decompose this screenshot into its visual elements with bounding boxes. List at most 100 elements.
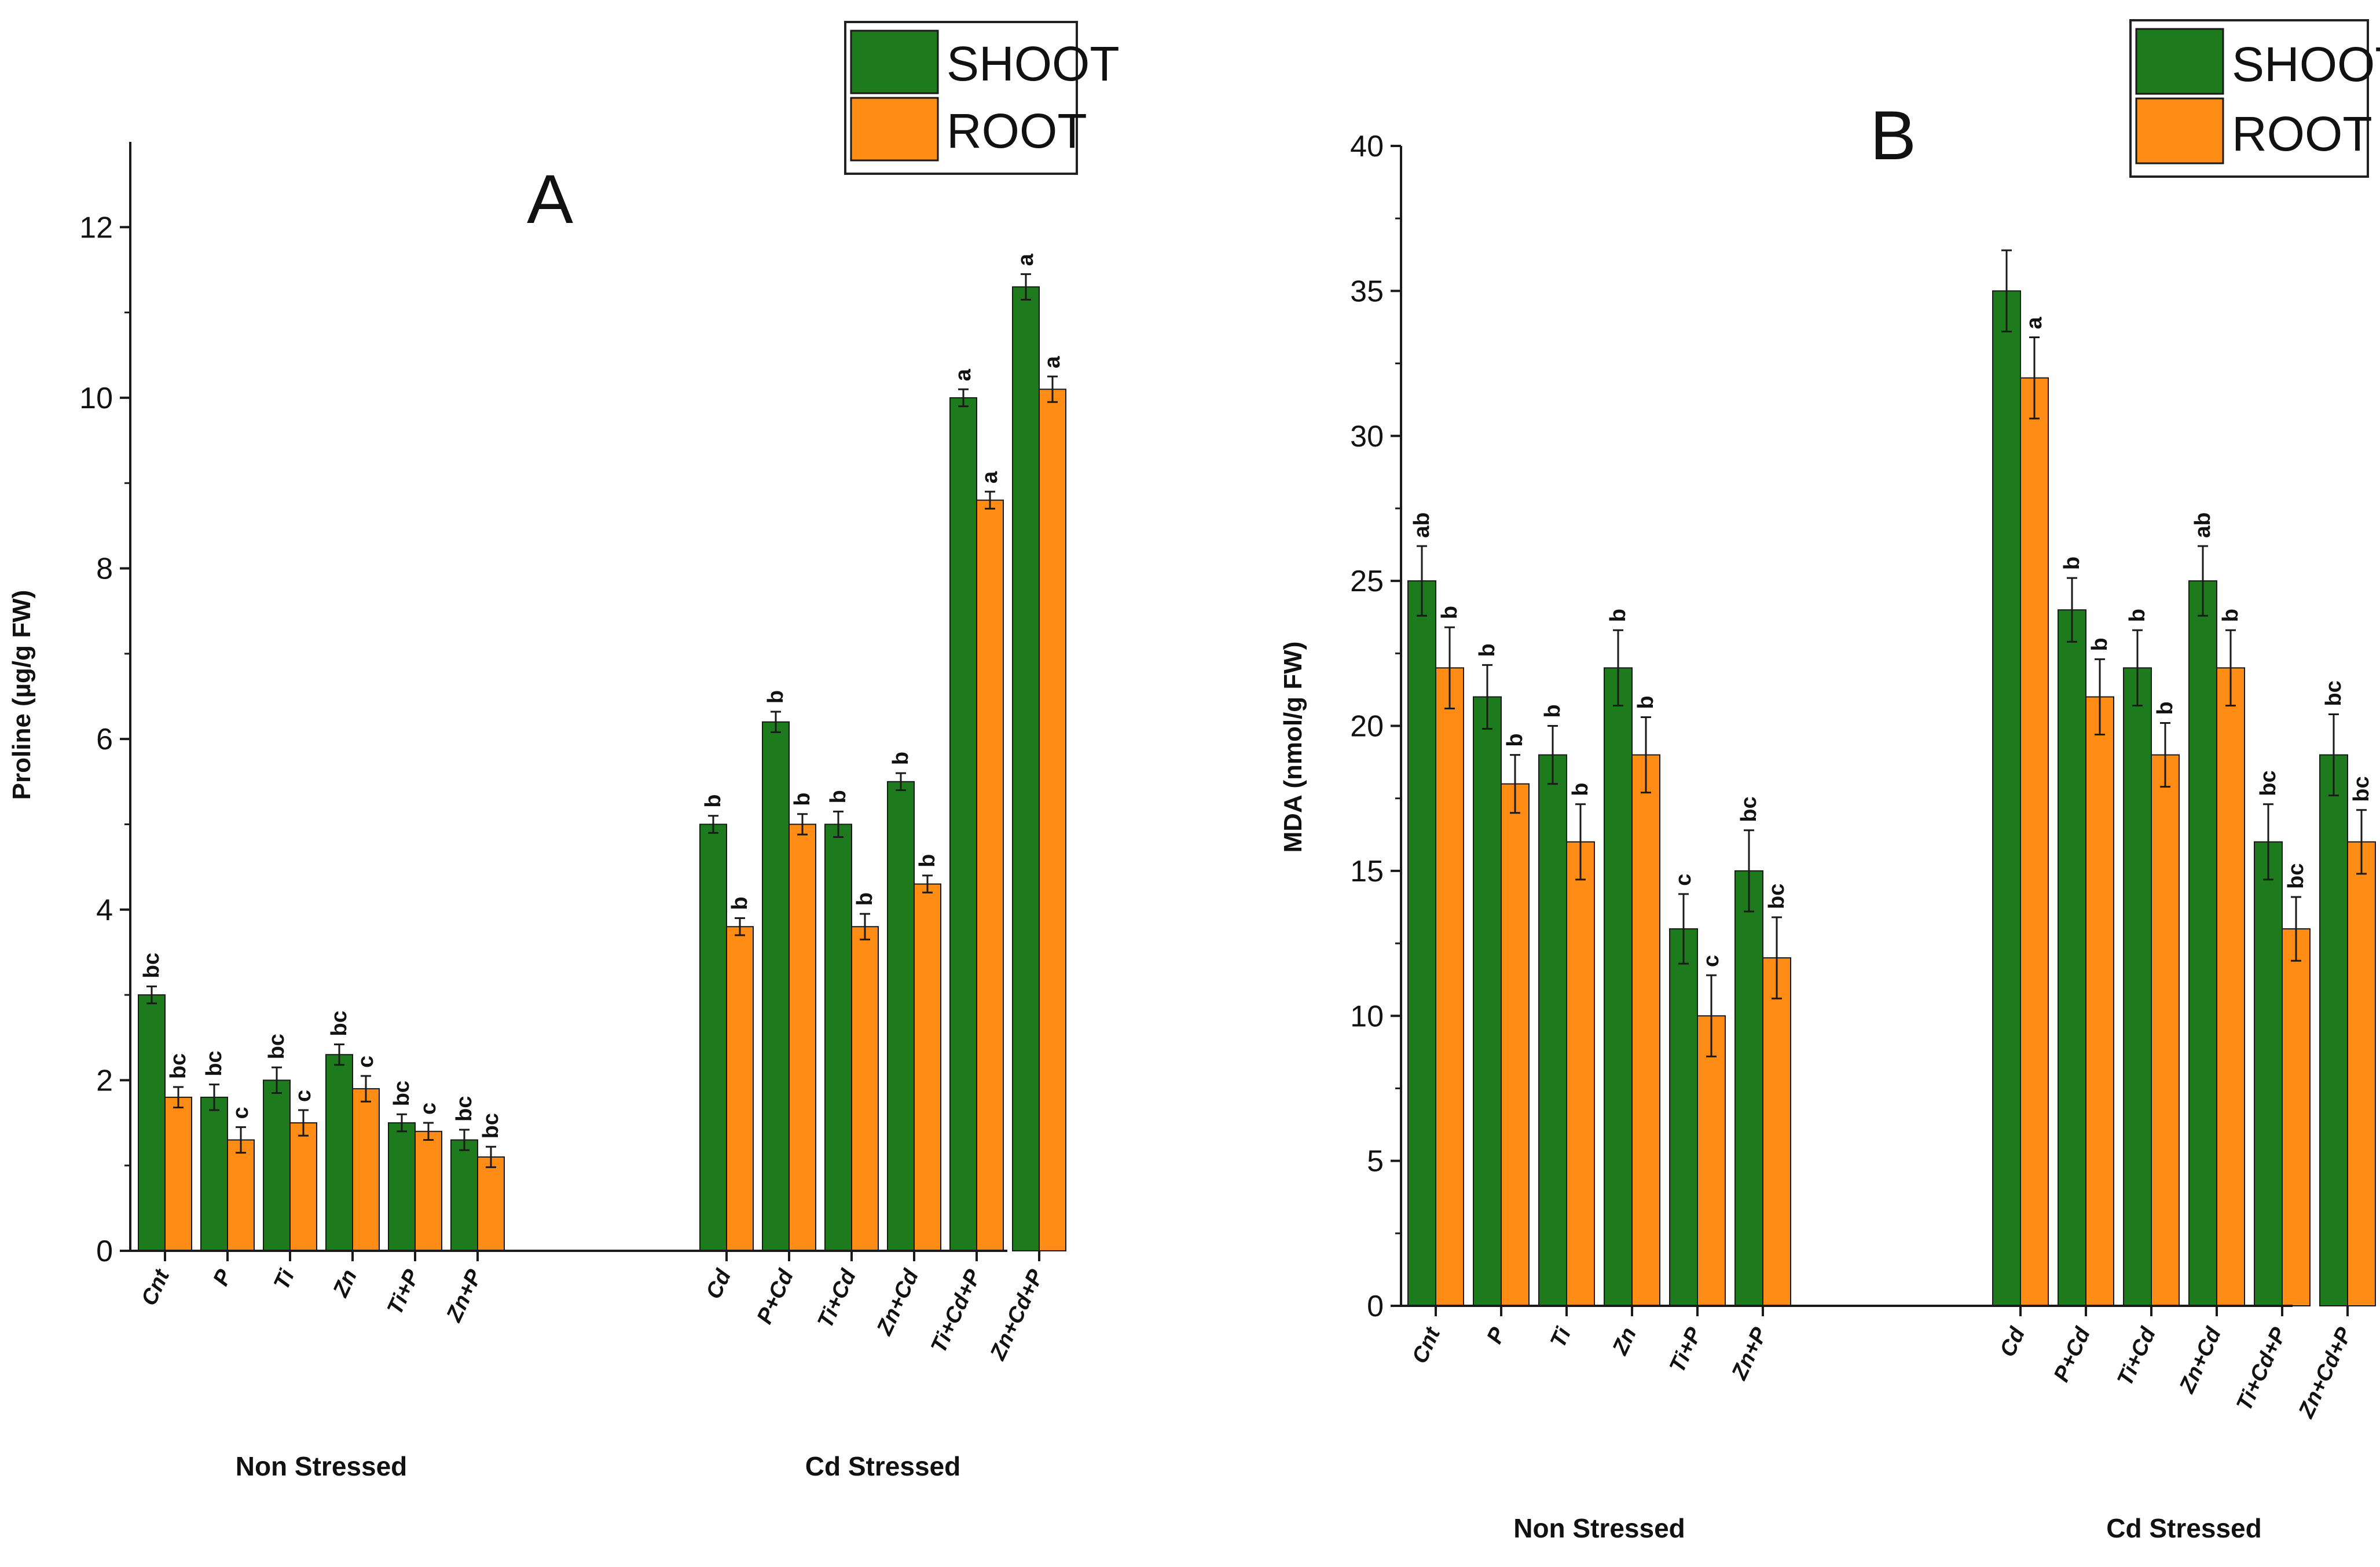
significance-letter: bc — [2349, 776, 2374, 801]
bar-shoot-ti — [263, 1079, 291, 1252]
significance-letter: b — [2125, 609, 2150, 622]
significance-letter: c — [1699, 955, 1723, 967]
bar-root-ti-cd-p — [976, 499, 1004, 1252]
significance-letter: b — [764, 690, 788, 704]
legend-swatch-root — [850, 97, 939, 162]
y-tick-label: 0 — [96, 1235, 113, 1268]
bar-shoot-zn-cd-p — [2319, 754, 2348, 1306]
significance-letter: bc — [1765, 884, 1789, 909]
x-tick-label: Zn — [328, 1266, 362, 1301]
x-tick-label: P+Cd — [753, 1265, 799, 1327]
significance-letter: bc — [2322, 680, 2346, 706]
bar-root-ti-cd — [851, 926, 879, 1251]
x-tick-label: Zn+P — [442, 1265, 487, 1326]
bar-root-cnt — [1435, 667, 1464, 1306]
significance-letter: b — [1437, 606, 1462, 619]
bar-root-zn-cd-p — [1039, 389, 1066, 1252]
significance-letter: bc — [202, 1050, 226, 1076]
bar-shoot-cd — [699, 823, 727, 1251]
bar-shoot-ti-cd — [2123, 667, 2152, 1306]
x-tick-label: Ti+Cd+P — [926, 1265, 986, 1356]
significance-letter: b — [1503, 733, 1527, 746]
bar-shoot-cnt — [138, 994, 166, 1251]
y-tick-label: 0 — [1367, 1290, 1384, 1323]
significance-letter: bc — [327, 1011, 351, 1036]
y-tick-label: 10 — [79, 382, 113, 415]
significance-letter: bc — [452, 1096, 476, 1121]
significance-letter: b — [2088, 638, 2112, 651]
bar-root-ti — [289, 1122, 317, 1251]
bar-shoot-zn-cd — [2188, 580, 2217, 1306]
x-tick-label: Cd — [1996, 1323, 2030, 1360]
significance-letter: c — [354, 1056, 378, 1068]
significance-letter: a — [978, 471, 1002, 484]
group-label-cd-stressed: Cd Stressed — [2106, 1513, 2261, 1543]
significance-letter: b — [701, 795, 725, 808]
bar-root-ti-cd-p — [2282, 928, 2311, 1306]
bar-root-ti-p — [1697, 1015, 1726, 1306]
bar-shoot-ti-cd — [824, 823, 852, 1251]
bar-root-zn-cd-p — [2347, 841, 2376, 1307]
x-tick-label: Zn+P — [1727, 1323, 1772, 1383]
significance-letter: b — [1541, 704, 1565, 717]
significance-letter: c — [1671, 874, 1696, 886]
bar-root-p — [227, 1139, 255, 1251]
significance-letter: b — [889, 752, 913, 765]
bar-shoot-p-cd — [762, 721, 790, 1251]
bar-root-p-cd — [789, 823, 816, 1251]
significance-letter: bc — [166, 1053, 190, 1079]
bar-root-zn-p — [1762, 957, 1791, 1306]
x-tick-label: Zn+Cd — [2174, 1323, 2226, 1397]
bar-root-zn — [1631, 754, 1660, 1306]
x-tick-label: Zn+Cd+P — [985, 1265, 1048, 1364]
x-tick-label: Ti+Cd+P — [2232, 1323, 2291, 1414]
significance-letter: b — [853, 892, 877, 906]
legend-swatch-shoot — [2135, 28, 2224, 95]
y-tick-label: 12 — [79, 211, 113, 244]
bar-shoot-zn — [1604, 667, 1633, 1306]
bar-shoot-cnt — [1407, 580, 1436, 1306]
y-tick-label: 10 — [1350, 999, 1384, 1033]
x-tick-label: Ti+Cd — [813, 1265, 861, 1331]
significance-letter: bc — [479, 1113, 503, 1138]
x-tick-label: Cd — [702, 1265, 736, 1302]
bar-shoot-ti-p — [1669, 928, 1698, 1306]
significance-letter: b — [826, 790, 850, 803]
x-tick-label: Cnt — [1407, 1323, 1445, 1367]
significance-letter: b — [2218, 609, 2243, 622]
bar-root-ti-cd — [2151, 754, 2180, 1306]
y-tick-label: 40 — [1350, 130, 1384, 163]
group-label-non-stressed: Non Stressed — [236, 1451, 408, 1481]
panel-letter: B — [1870, 97, 1916, 174]
significance-letter: b — [2060, 556, 2084, 570]
bar-shoot-p-cd — [2058, 609, 2086, 1306]
bar-shoot-ti — [1538, 754, 1567, 1306]
x-tick-label: Zn+Cd+P — [2294, 1323, 2357, 1422]
significance-letter: c — [229, 1107, 253, 1119]
significance-letter: a — [2022, 316, 2047, 329]
legend-label-shoot: SHOOT — [2232, 37, 2380, 91]
significance-letter: b — [728, 896, 752, 910]
bar-root-p — [1501, 783, 1530, 1306]
x-tick-label: Ti+Cd — [2113, 1323, 2161, 1389]
y-tick-label: 20 — [1350, 710, 1384, 744]
legend-label-root: ROOT — [2232, 107, 2372, 161]
panel-b: abbbbcbcbbabbcbcbbbbcbcabbbbcbc051015202… — [1279, 19, 2380, 1543]
bar-root-p-cd — [2085, 696, 2114, 1306]
x-tick-label: Ti+P — [1665, 1323, 1707, 1376]
y-axis-title: Proline (µg/g FW) — [8, 590, 36, 800]
significance-letter: a — [1040, 356, 1065, 368]
x-tick-label: Ti+P — [383, 1265, 424, 1318]
x-tick-label: Zn — [1608, 1324, 1641, 1359]
bar-shoot-zn-cd — [887, 781, 915, 1252]
bar-root-zn-p — [477, 1156, 505, 1252]
bar-shoot-ti-cd-p — [949, 397, 977, 1251]
bar-root-ti — [1566, 841, 1595, 1307]
significance-letter: b — [1634, 695, 1658, 709]
bar-shoot-zn — [325, 1054, 353, 1251]
significance-letter: b — [2153, 701, 2177, 715]
y-tick-label: 6 — [96, 723, 113, 756]
bar-shoot-cd — [1992, 290, 2021, 1306]
legend-swatch-shoot — [850, 30, 939, 94]
y-tick-label: 25 — [1350, 565, 1384, 598]
